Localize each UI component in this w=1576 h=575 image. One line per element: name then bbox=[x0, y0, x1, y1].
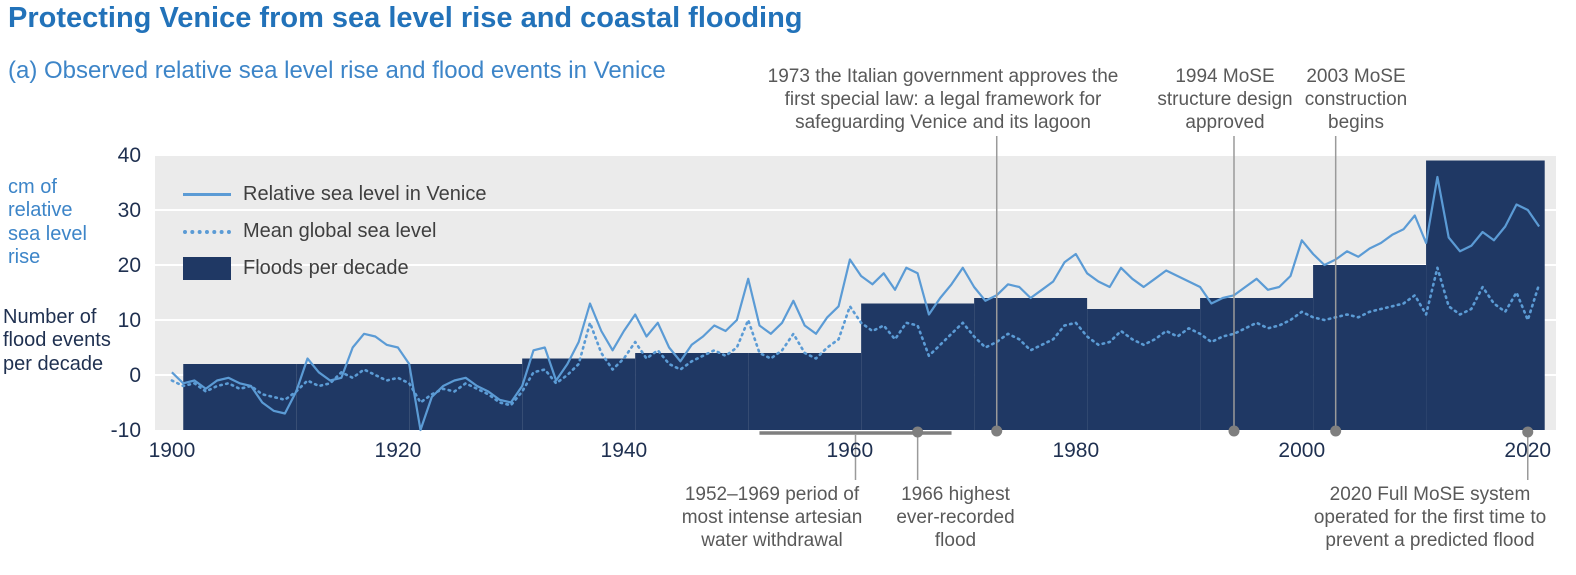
flood-decade-bar bbox=[635, 353, 749, 430]
y-axis-label-flood-events: Number of flood events per decade bbox=[3, 306, 111, 375]
dotted-line-swatch-icon bbox=[183, 229, 231, 234]
legend-item-floods-per-decade: Floods per decade bbox=[183, 250, 486, 287]
annotation-dot bbox=[1330, 425, 1342, 437]
y-tick-label: -10 bbox=[111, 419, 141, 442]
flood-decade-bar bbox=[183, 364, 297, 430]
x-tick-label: 1940 bbox=[601, 439, 648, 462]
chart-legend: Relative sea level in Venice Mean global… bbox=[183, 176, 486, 287]
x-tick-label: 1960 bbox=[826, 439, 873, 462]
page-title: Protecting Venice from sea level rise an… bbox=[8, 2, 803, 34]
legend-label: Floods per decade bbox=[243, 257, 409, 279]
annotation-2020-mose-operation: 2020 Full MoSE system operated for the f… bbox=[1313, 484, 1547, 551]
flood-decade-bar bbox=[748, 353, 862, 430]
x-tick-label: 1980 bbox=[1052, 439, 1099, 462]
annotation-1973-special-law: 1973 the Italian government approves the… bbox=[767, 66, 1119, 133]
annotation-1966-record-flood: 1966 highest ever-recorded flood bbox=[896, 484, 1015, 551]
figure-subtitle: (a) Observed relative sea level rise and… bbox=[8, 57, 666, 84]
x-tick-label: 1900 bbox=[149, 439, 196, 462]
annotation-dot bbox=[1228, 425, 1240, 437]
y-tick-label: 0 bbox=[129, 364, 141, 387]
venice-sea-level-line bbox=[171, 175, 1541, 432]
y-axis-label-sea-level: cm of relative sea level rise bbox=[8, 176, 87, 269]
x-tick-label: 1920 bbox=[375, 439, 422, 462]
flood-decade-bar bbox=[861, 303, 975, 430]
x-tick-label: 2020 bbox=[1504, 439, 1551, 462]
flood-decade-bar bbox=[1200, 298, 1314, 430]
global-sea-level-line bbox=[170, 266, 1541, 407]
flood-decade-bar bbox=[522, 358, 636, 430]
legend-label: Mean global sea level bbox=[243, 220, 437, 242]
flood-decade-bar bbox=[1313, 265, 1427, 430]
legend-label: Relative sea level in Venice bbox=[243, 183, 487, 205]
bar-swatch-icon bbox=[183, 257, 231, 280]
annotation-2003-mose-construction: 2003 MoSE construction begins bbox=[1304, 66, 1408, 133]
flood-decade-bar bbox=[974, 298, 1088, 430]
legend-item-venice-sea-level: Relative sea level in Venice bbox=[183, 176, 486, 213]
flood-decade-bar bbox=[1426, 160, 1545, 430]
annotation-dot bbox=[1522, 426, 1534, 438]
flood-decade-bar bbox=[1087, 309, 1201, 430]
annotation-1952-1969-water-withdrawal: 1952–1969 period of most intense artesia… bbox=[681, 484, 863, 551]
x-tick-label: 2000 bbox=[1278, 439, 1325, 462]
y-tick-label: 20 bbox=[118, 254, 141, 277]
annotation-dot bbox=[912, 426, 924, 438]
solid-line-swatch-icon bbox=[183, 193, 231, 196]
legend-item-global-sea-level: Mean global sea level bbox=[183, 213, 486, 250]
annotation-1994-mose-design: 1994 MoSE structure design approved bbox=[1157, 66, 1293, 133]
y-tick-label: 10 bbox=[118, 309, 141, 332]
y-tick-label: 40 bbox=[118, 144, 141, 167]
y-tick-label: 30 bbox=[118, 199, 141, 222]
flood-decade-bar bbox=[296, 364, 410, 430]
annotation-dot bbox=[991, 425, 1003, 437]
